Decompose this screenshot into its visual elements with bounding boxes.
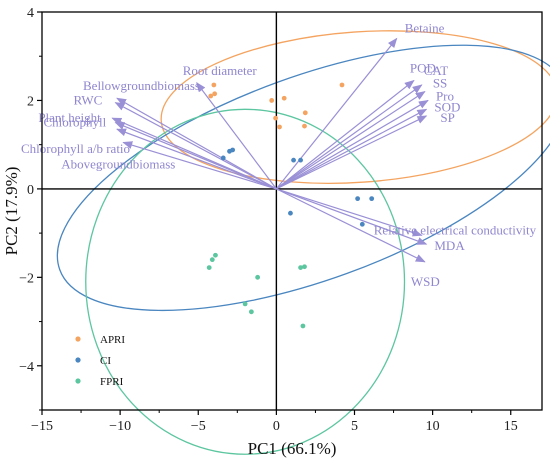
x-tick-label: 5 <box>351 419 358 434</box>
loading-arrow-mda <box>276 188 428 245</box>
loading-label-pod: POD <box>410 61 436 76</box>
point-ci <box>230 147 236 153</box>
point-apri <box>302 110 308 116</box>
x-tick-label: 0 <box>273 419 280 434</box>
point-ci <box>359 221 365 227</box>
legend-marker-apri <box>75 336 81 342</box>
loading-arrow-abovegroundbiomass <box>122 141 277 190</box>
loading-label-sod: SOD <box>434 99 460 114</box>
point-ci <box>298 157 303 163</box>
loading-arrow-wsd <box>276 188 426 263</box>
point-apri <box>277 124 282 130</box>
loading-label-relative-electrical-conductivity: Relative electrical conductivity <box>374 222 537 237</box>
legend-label-fpri: FPRI <box>100 376 124 388</box>
point-ci <box>220 155 226 161</box>
loading-label-plant-height: Plant height <box>38 110 101 125</box>
loading-label-ss: SS <box>433 76 447 91</box>
y-axis-title: PC2 (17.9%) <box>2 167 21 256</box>
loading-label-abovegroundbiomass: Abovegroundbiomass <box>61 156 175 171</box>
legend-label-ci: CI <box>100 355 111 367</box>
loading-label-pro: Pro <box>436 88 454 103</box>
loading-arrow-betaine <box>275 37 398 190</box>
loading-arrow-relative-electrical-conductivity <box>276 188 423 237</box>
loading-label-chlorophyll-a-b-ratio: Chlorophyll a/b ratio <box>21 141 130 156</box>
x-axis-title: PC1 (66.1%) <box>248 439 337 458</box>
point-apri <box>273 115 278 121</box>
legend-marker-fpri <box>75 378 81 384</box>
ellipse-apri <box>160 30 550 184</box>
x-tick-label: 15 <box>504 419 518 434</box>
loading-arrow-rwc <box>114 102 277 190</box>
loading-arrows <box>111 37 429 263</box>
confidence-ellipses <box>56 30 550 455</box>
loading-arrow-pod <box>276 79 415 190</box>
point-ci <box>291 157 296 163</box>
x-tick-label: −5 <box>191 419 206 434</box>
point-apri <box>269 98 275 103</box>
point-fpri <box>248 309 254 315</box>
point-apri <box>339 82 345 88</box>
point-apri <box>302 123 307 129</box>
loading-arrow-ss <box>276 91 426 190</box>
point-ci <box>355 196 361 202</box>
loading-arrow-sp <box>276 115 428 190</box>
y-tick-label: 0 <box>27 183 34 198</box>
y-tick-label: 2 <box>27 94 34 109</box>
y-tick-label: −2 <box>19 271 34 286</box>
loading-arrow-root-diameter <box>196 81 277 190</box>
axes: −15 −10 −5 0 5 10 15 −4 −2 0 2 4 <box>19 6 543 434</box>
loading-arrow-pro <box>276 99 429 190</box>
loading-label-sp: SP <box>440 110 454 125</box>
point-ci <box>369 196 375 202</box>
loading-arrow-cat <box>276 84 423 190</box>
loading-label-bellowgroundbiomass: Bellowgroundbiomass <box>83 78 200 93</box>
legend-marker-ci <box>75 357 81 363</box>
zero-lines <box>42 12 542 410</box>
point-apri <box>212 91 218 97</box>
loading-label-rwc: RWC <box>73 93 102 108</box>
point-fpri <box>298 265 303 271</box>
point-fpri <box>300 323 306 329</box>
point-fpri <box>242 301 248 307</box>
loading-label-mda: MDA <box>434 238 465 253</box>
point-fpri <box>206 265 212 271</box>
x-tick-label: 10 <box>426 419 440 434</box>
loading-label-root-diameter: Root diameter <box>183 63 258 78</box>
loading-label-cat: CAT <box>424 63 449 78</box>
loading-label-chlorophyll: Chlorophyll <box>43 115 106 130</box>
legend-label-apri: APRI <box>100 334 125 346</box>
x-tick-label: −10 <box>109 419 131 434</box>
plot-frame <box>41 11 543 411</box>
point-apri <box>211 82 217 88</box>
point-fpri <box>255 274 261 280</box>
legend: APRI CI FPRI <box>75 334 125 388</box>
loading-label-wsd: WSD <box>411 274 440 289</box>
loading-arrow-chlorophyll <box>114 122 277 190</box>
loading-arrow-chlorophyll-a-b-ratio <box>116 128 277 190</box>
y-tick-label: 4 <box>27 6 34 21</box>
y-tick-label: −4 <box>19 360 34 375</box>
point-ci <box>288 210 293 216</box>
point-fpri <box>209 257 215 263</box>
ellipse-fpri <box>85 108 406 455</box>
x-tick-label: −15 <box>31 419 53 434</box>
score-points <box>206 82 375 329</box>
point-apri <box>281 95 287 101</box>
point-apri <box>208 93 214 99</box>
point-fpri <box>213 252 218 258</box>
loading-arrow-sod <box>276 108 428 190</box>
loading-label-betaine: Betaine <box>405 21 445 36</box>
ellipse-ci <box>56 44 550 312</box>
loading-arrow-bellowgroundbiomass <box>116 97 277 190</box>
point-fpri <box>302 264 307 270</box>
